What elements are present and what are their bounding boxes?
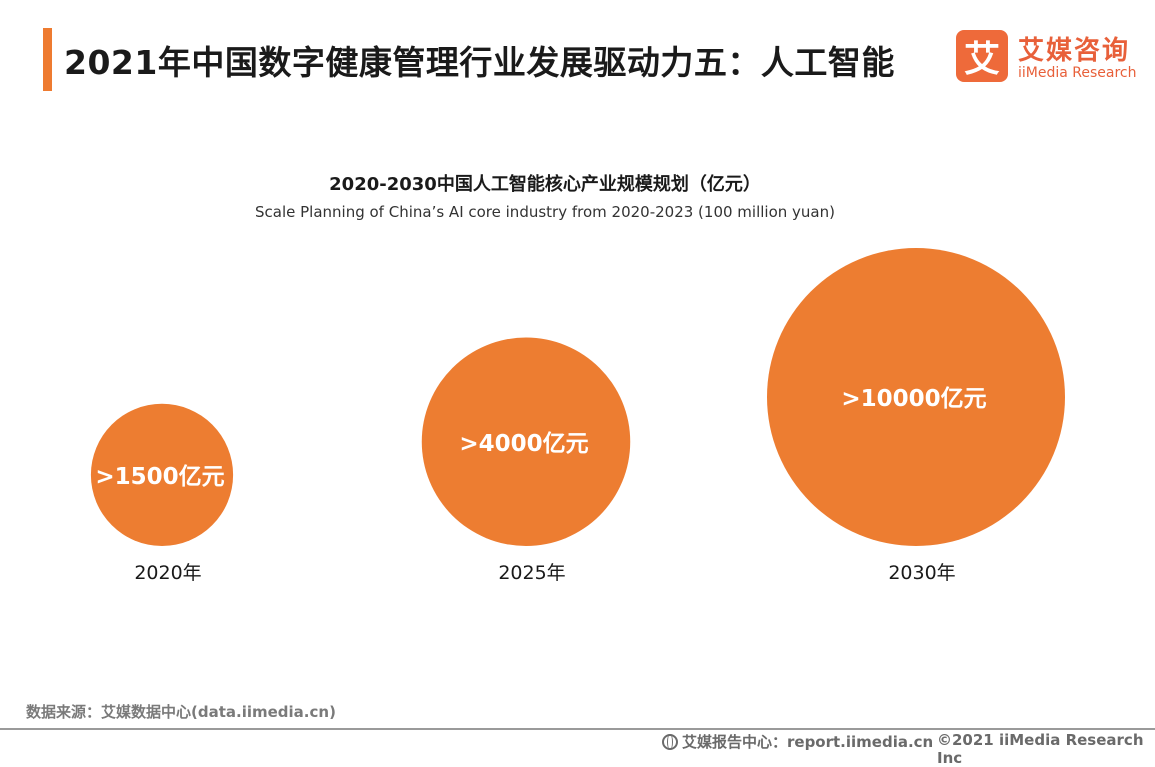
bubble-label-2: >10000亿元: [841, 386, 986, 412]
category-label-1: 2025年: [498, 562, 565, 584]
chart-subtitle: Scale Planning of China’s AI core indust…: [255, 203, 835, 221]
copyright: ©2021 iiMedia Research Inc: [937, 731, 1144, 767]
data-source: 数据来源：艾媒数据中心(data.iimedia.cn): [26, 703, 336, 721]
title-accent-bar: [43, 28, 52, 91]
bubble-0: [90, 403, 234, 546]
logo-name-en: iiMedia Research: [1018, 65, 1137, 81]
logo-mark: 艾: [956, 30, 1008, 82]
bubble-2: [767, 248, 1065, 546]
brand-logo: 艾 艾媒咨询 iiMedia Research: [956, 30, 1146, 86]
logo-name-cn: 艾媒咨询: [1018, 36, 1131, 66]
bubble-1: [421, 337, 631, 546]
bubble-label-0: >1500亿元: [95, 464, 224, 490]
chart-title: 2020-2030中国人工智能核心产业规模规划（亿元）: [329, 174, 761, 195]
bubble-label-1: >4000亿元: [459, 431, 588, 457]
globe-icon: [662, 734, 678, 750]
footer-divider: [0, 728, 1155, 730]
report-center: 艾媒报告中心：report.iimedia.cn: [662, 731, 933, 752]
category-label-0: 2020年: [134, 562, 201, 584]
page-title: 2021年中国数字健康管理行业发展驱动力五：人工智能: [64, 43, 895, 82]
category-label-2: 2030年: [888, 562, 955, 584]
report-center-text: 艾媒报告中心：report.iimedia.cn: [682, 733, 934, 751]
